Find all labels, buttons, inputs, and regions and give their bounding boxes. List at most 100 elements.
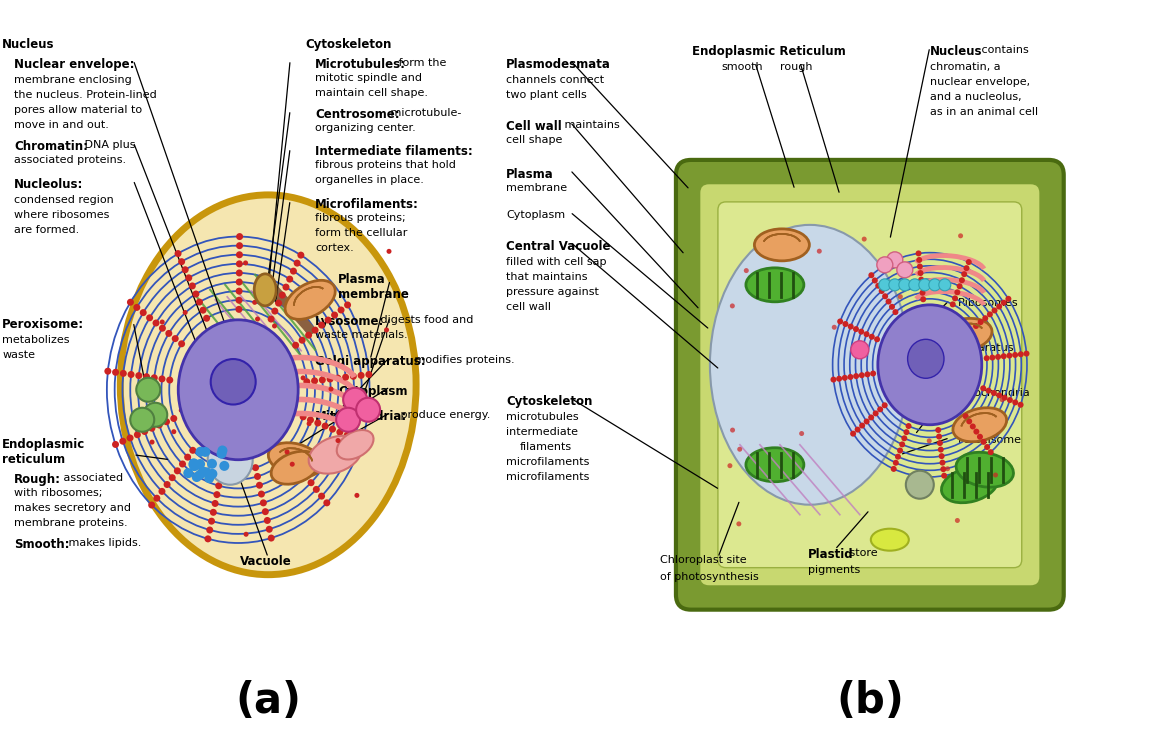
- Circle shape: [290, 462, 294, 467]
- Circle shape: [889, 279, 901, 291]
- Circle shape: [258, 490, 265, 498]
- Circle shape: [899, 279, 911, 291]
- Circle shape: [131, 408, 154, 432]
- Circle shape: [306, 421, 312, 426]
- Circle shape: [321, 423, 328, 429]
- Circle shape: [342, 374, 349, 381]
- Circle shape: [119, 437, 126, 445]
- Text: membrane: membrane: [506, 183, 568, 193]
- Circle shape: [728, 463, 732, 468]
- Circle shape: [877, 257, 892, 273]
- Circle shape: [137, 378, 160, 401]
- Circle shape: [148, 501, 155, 509]
- Text: associated: associated: [61, 473, 124, 483]
- Circle shape: [126, 435, 133, 441]
- Circle shape: [848, 374, 854, 380]
- Text: (b): (b): [836, 680, 904, 722]
- Circle shape: [1013, 399, 1018, 405]
- Text: Plastid: Plastid: [808, 548, 854, 561]
- Circle shape: [153, 495, 160, 502]
- Circle shape: [926, 438, 932, 443]
- Text: microfilaments: microfilaments: [506, 472, 590, 482]
- FancyBboxPatch shape: [718, 202, 1022, 567]
- Circle shape: [186, 275, 193, 281]
- Circle shape: [193, 291, 200, 297]
- Circle shape: [236, 261, 243, 267]
- Circle shape: [318, 321, 325, 329]
- Text: Central Vacuole: Central Vacuole: [506, 240, 611, 252]
- Ellipse shape: [120, 195, 416, 575]
- Circle shape: [271, 308, 278, 315]
- Circle shape: [837, 319, 843, 324]
- Circle shape: [214, 491, 221, 498]
- Circle shape: [336, 429, 343, 436]
- Circle shape: [281, 446, 288, 453]
- Circle shape: [305, 332, 312, 338]
- Circle shape: [936, 434, 943, 440]
- Circle shape: [236, 251, 243, 258]
- Circle shape: [300, 413, 307, 421]
- Circle shape: [236, 242, 243, 249]
- Text: Plasma: Plasma: [506, 168, 554, 181]
- Circle shape: [936, 427, 941, 433]
- Ellipse shape: [755, 229, 809, 261]
- Text: store: store: [846, 548, 877, 558]
- Circle shape: [871, 277, 878, 283]
- Circle shape: [243, 261, 248, 266]
- Circle shape: [939, 279, 951, 291]
- Circle shape: [836, 376, 842, 382]
- Circle shape: [204, 535, 211, 542]
- Ellipse shape: [908, 339, 944, 378]
- Ellipse shape: [208, 435, 252, 484]
- Circle shape: [196, 299, 203, 305]
- Circle shape: [920, 297, 926, 302]
- Circle shape: [217, 473, 224, 481]
- Circle shape: [283, 283, 290, 291]
- Circle shape: [987, 311, 993, 317]
- Circle shape: [863, 331, 869, 337]
- Circle shape: [892, 459, 899, 466]
- Text: cortex.: cortex.: [315, 243, 354, 252]
- Circle shape: [868, 272, 875, 278]
- Text: pressure against: pressure against: [506, 287, 599, 297]
- Circle shape: [1017, 352, 1024, 357]
- Circle shape: [966, 418, 972, 424]
- Text: of photosynthesis: of photosynthesis: [660, 572, 759, 581]
- Circle shape: [919, 290, 925, 296]
- Circle shape: [850, 431, 856, 437]
- Text: produce energy.: produce energy.: [397, 410, 491, 420]
- Circle shape: [133, 304, 140, 311]
- Circle shape: [253, 426, 258, 432]
- Circle shape: [208, 469, 217, 479]
- Circle shape: [255, 316, 260, 321]
- Circle shape: [172, 429, 176, 435]
- Circle shape: [178, 258, 185, 265]
- Circle shape: [904, 263, 909, 268]
- Circle shape: [200, 307, 207, 313]
- Circle shape: [171, 415, 178, 422]
- Circle shape: [744, 268, 749, 273]
- Circle shape: [189, 447, 196, 454]
- Ellipse shape: [210, 359, 256, 404]
- Circle shape: [159, 375, 166, 382]
- Text: are formed.: are formed.: [14, 225, 79, 235]
- Ellipse shape: [746, 268, 804, 302]
- Circle shape: [918, 277, 924, 283]
- Circle shape: [166, 377, 173, 383]
- Circle shape: [259, 499, 266, 506]
- Circle shape: [141, 428, 148, 435]
- Text: and a nucleolus,: and a nucleolus,: [930, 92, 1022, 102]
- Text: the nucleus. Protein-lined: the nucleus. Protein-lined: [14, 90, 157, 100]
- Circle shape: [945, 466, 950, 471]
- Circle shape: [304, 378, 311, 385]
- Circle shape: [1007, 397, 1013, 403]
- Circle shape: [384, 327, 389, 333]
- Circle shape: [874, 336, 880, 342]
- Circle shape: [267, 534, 274, 542]
- Circle shape: [189, 283, 196, 289]
- Circle shape: [236, 278, 243, 286]
- Text: channels connect: channels connect: [506, 75, 604, 85]
- Circle shape: [897, 448, 903, 454]
- Circle shape: [112, 368, 119, 376]
- Text: Cell wall: Cell wall: [506, 120, 562, 133]
